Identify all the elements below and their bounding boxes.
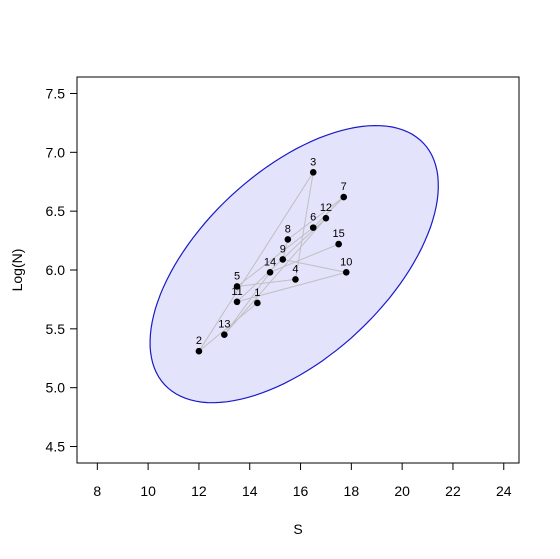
path-segment: [198, 302, 258, 352]
data-point-12: [322, 214, 330, 222]
data-point-15: [335, 240, 342, 248]
data-point-9: [279, 256, 287, 263]
path-segment: [269, 243, 339, 273]
y-tick-label: 5.5: [46, 321, 66, 337]
y-tick-label: 4.5: [46, 439, 66, 455]
x-tick-label: 10: [140, 483, 156, 499]
x-axis: 8 10 12 14 16 18 20 22 24: [93, 462, 512, 499]
x-tick-label: 16: [293, 483, 309, 499]
data-point-6: [309, 224, 317, 231]
point-label-11: 11: [231, 286, 242, 298]
data-point-8: [284, 236, 292, 243]
path-segment: [287, 196, 345, 240]
point-label-12: 12: [320, 202, 332, 214]
data-point-4: [292, 276, 299, 283]
y-axis: 4.5 5.0 5.5 6.0 6.5 7.0 7.5: [46, 85, 78, 455]
point-label-5: 5: [234, 270, 240, 282]
x-tick-label: 8: [93, 483, 101, 499]
path-segment: [236, 271, 347, 303]
point-label-13: 13: [218, 319, 230, 331]
point-label-2: 2: [196, 335, 202, 347]
y-tick-label: 6.5: [46, 203, 66, 219]
point-label-9: 9: [280, 243, 286, 255]
y-tick-label: 7.5: [46, 85, 66, 101]
data-point-7: [340, 193, 348, 201]
y-tick-label: 7.0: [46, 144, 66, 160]
path-segment: [223, 217, 327, 336]
data-point-1: [254, 299, 261, 307]
data-point-2: [195, 347, 203, 355]
data-point-14: [266, 269, 274, 276]
path-segment: [223, 272, 271, 336]
y-axis-title: Log(N): [9, 249, 25, 292]
data-point-11: [233, 298, 241, 306]
path-segment: [198, 172, 314, 352]
data-point-10: [342, 269, 350, 276]
path-segment: [236, 227, 314, 287]
point-label-14: 14: [264, 256, 276, 268]
point-label-3: 3: [310, 156, 316, 168]
data-point-5: [233, 283, 241, 290]
x-tick-label: 12: [191, 483, 207, 499]
point-label-8: 8: [285, 223, 291, 235]
data-point-13: [221, 331, 228, 339]
point-label-15: 15: [333, 228, 345, 240]
x-axis-title: S: [293, 521, 302, 537]
data-points: [195, 169, 350, 355]
path-segment: [294, 172, 314, 280]
x-tick-label: 20: [394, 483, 410, 499]
point-label-7: 7: [341, 181, 347, 193]
point-label-6: 6: [310, 212, 316, 224]
path-segment: [282, 258, 347, 273]
x-tick-label: 24: [496, 483, 512, 499]
y-tick-label: 6.0: [46, 262, 66, 278]
path-segment: [282, 239, 289, 260]
point-label-1: 1: [254, 287, 260, 299]
path-segment: [236, 278, 296, 287]
x-tick-label: 14: [242, 483, 258, 499]
x-tick-label: 22: [445, 483, 461, 499]
point-label-4: 4: [292, 263, 298, 275]
point-label-10: 10: [340, 256, 352, 268]
x-tick-label: 18: [344, 483, 360, 499]
y-tick-label: 5.0: [46, 380, 66, 396]
path-segment: [312, 196, 345, 228]
data-point-3: [309, 169, 317, 176]
